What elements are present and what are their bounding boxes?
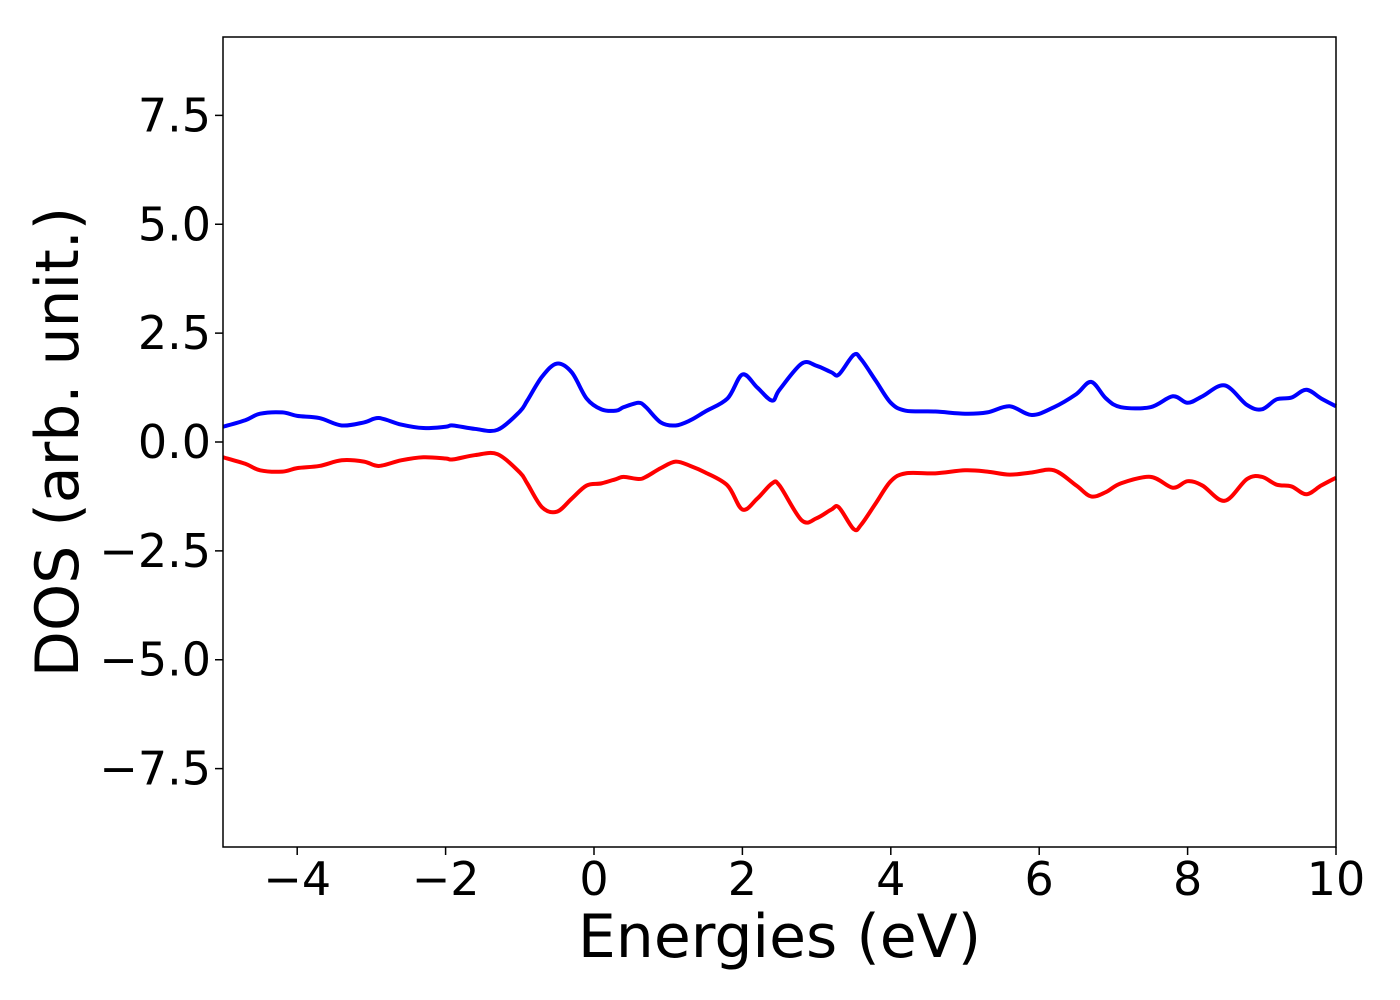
x-tick-label: 4 bbox=[876, 852, 905, 906]
x-tick-label: 6 bbox=[1025, 852, 1054, 906]
series-line-2 bbox=[222, 450, 1337, 533]
x-tick-label: −2 bbox=[412, 852, 480, 906]
plot-frame bbox=[222, 36, 1337, 848]
x-axis-ticks: −4 −2 0 2 4 6 8 10 bbox=[263, 847, 1365, 906]
x-axis-label: Energies (eV) bbox=[578, 902, 981, 972]
x-tick-label: 0 bbox=[579, 852, 608, 906]
y-tick-label: 2.5 bbox=[138, 306, 211, 360]
x-tick-label: 2 bbox=[728, 852, 757, 906]
series-line-1 bbox=[222, 351, 1337, 433]
y-tick-label: 5.0 bbox=[138, 197, 211, 251]
y-axis-label: DOS (arb. unit.) bbox=[23, 207, 93, 677]
y-tick-label: 0.0 bbox=[138, 415, 211, 469]
y-axis-ticks: 7.5 5.0 2.5 0.0 −2.5 −5.0 −7.5 bbox=[99, 88, 223, 796]
x-tick-label: 8 bbox=[1173, 852, 1202, 906]
x-tick-label: −4 bbox=[263, 852, 331, 906]
series-layer bbox=[222, 351, 1337, 533]
y-tick-label: −7.5 bbox=[99, 742, 211, 796]
y-tick-label: −5.0 bbox=[99, 633, 211, 687]
y-tick-label: 7.5 bbox=[138, 88, 211, 142]
x-tick-label: 10 bbox=[1307, 852, 1366, 906]
y-tick-label: −2.5 bbox=[99, 524, 211, 578]
